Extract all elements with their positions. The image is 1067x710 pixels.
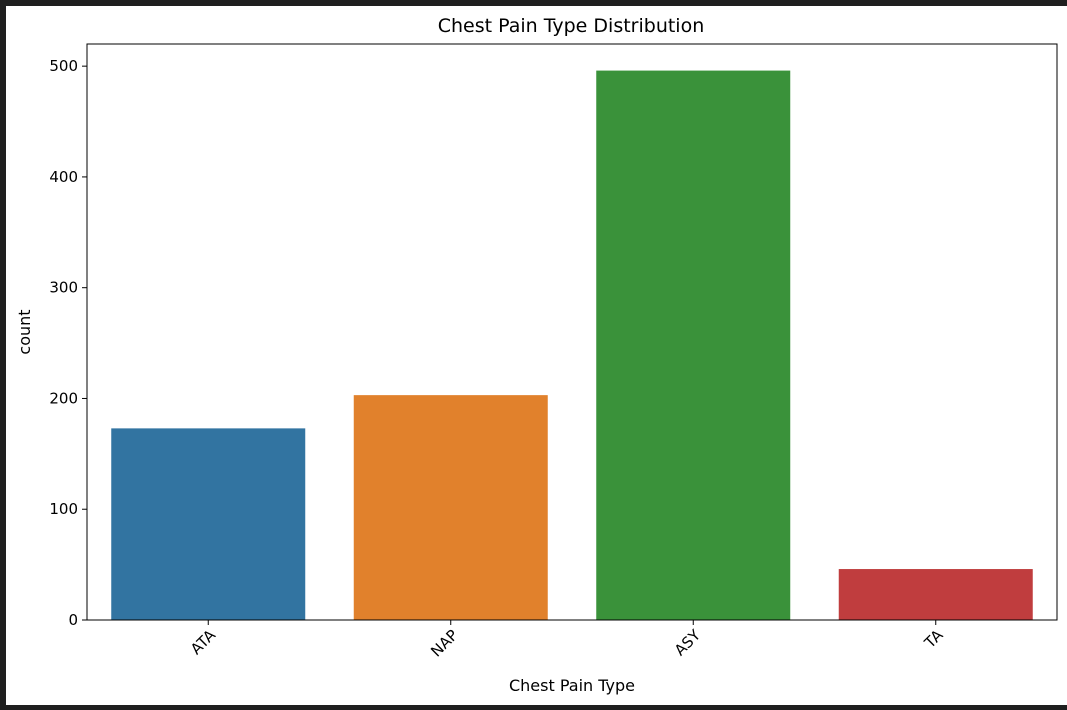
x-tick-label-ata: ATA xyxy=(187,626,220,659)
y-axis: 0 100 200 300 400 500 xyxy=(49,57,87,629)
bars-group xyxy=(111,70,1033,621)
bar-nap xyxy=(353,395,548,620)
y-tick-label: 400 xyxy=(49,168,78,186)
bar-chart: Chest Pain Type Distribution 0 100 200 300 4… xyxy=(15,15,1058,695)
y-tick-label: 0 xyxy=(68,611,78,629)
y-tick-label: 200 xyxy=(49,389,78,407)
x-axis: ATA NAP ASY TA xyxy=(187,620,947,660)
bar-asy xyxy=(596,70,791,621)
x-tick-label-asy: ASY xyxy=(671,626,705,660)
figure-canvas: Chest Pain Type Distribution 0 100 200 300 4… xyxy=(6,6,1067,705)
x-tick-label-nap: NAP xyxy=(427,626,461,660)
bar-ta xyxy=(838,569,1033,620)
y-axis-label: count xyxy=(15,309,34,354)
y-tick-label: 300 xyxy=(49,279,78,297)
chart-title: Chest Pain Type Distribution xyxy=(438,15,705,37)
x-axis-label: Chest Pain Type xyxy=(509,676,635,695)
plot-frame xyxy=(86,43,1058,621)
y-tick-label: 500 xyxy=(49,57,78,75)
y-tick-label: 100 xyxy=(49,500,78,518)
x-tick-label-ta: TA xyxy=(920,626,947,653)
bar-ata xyxy=(111,428,306,620)
